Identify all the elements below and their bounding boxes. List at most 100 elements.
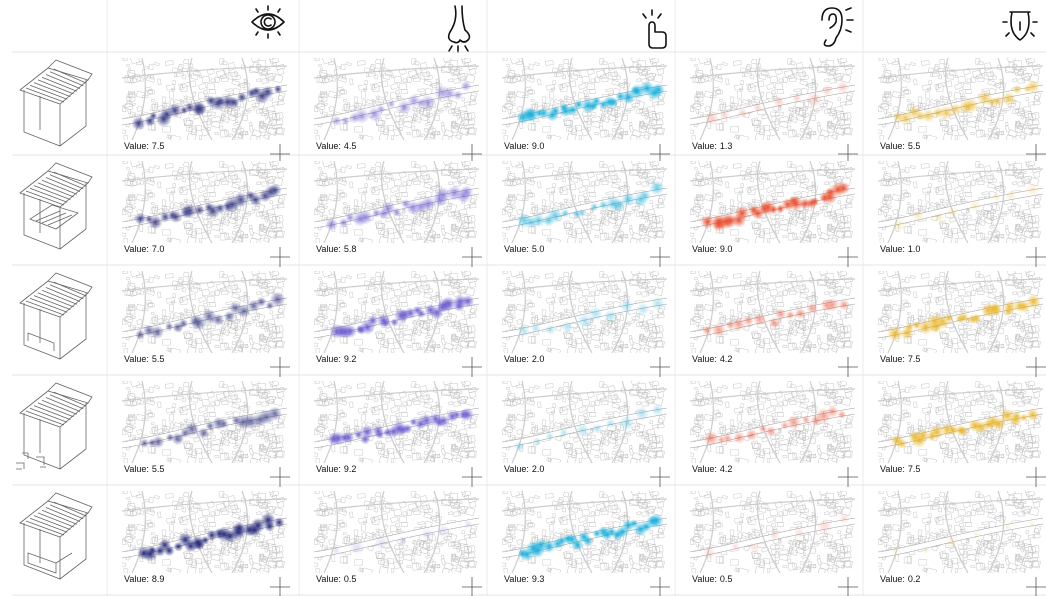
map-cell: Value: 8.9 (122, 489, 290, 596)
value-label: Value: (880, 354, 905, 364)
value-label: Value: (316, 244, 341, 254)
map-cell: Value: 9.0 (690, 159, 858, 267)
value-number: 1.0 (908, 244, 921, 254)
map-cell: Value: 9.2 (314, 379, 482, 487)
value-number: 9.0 (720, 244, 733, 254)
value-text: Value: 9.3 (504, 574, 544, 584)
value-text: Value: 7.0 (124, 244, 164, 254)
map-cell: Value: 2.0 (502, 269, 670, 377)
value-number: 5.5 (152, 464, 165, 474)
corner-cross (270, 467, 290, 487)
corner-cross (838, 577, 858, 596)
value-label: Value: (316, 574, 341, 584)
heat-blobs (517, 513, 664, 562)
corner-cross (838, 467, 858, 487)
value-text: Value: 8.9 (124, 574, 164, 584)
value-number: 5.5 (908, 141, 921, 151)
map-base (314, 56, 479, 142)
heat-blobs (327, 407, 474, 446)
heat-blobs (517, 296, 666, 338)
corner-cross (1026, 144, 1046, 164)
corner-cross (270, 247, 290, 267)
map-base (502, 379, 667, 465)
value-number: 4.5 (344, 141, 357, 151)
map-base (878, 159, 1043, 245)
map-cell: Value: 2.0 (502, 379, 670, 487)
value-label: Value: (692, 141, 717, 151)
value-number: 7.5 (152, 141, 165, 151)
value-number: 7.5 (908, 354, 921, 364)
heat-blobs (704, 80, 850, 127)
pavilion-icon (19, 272, 93, 360)
heat-blobs (516, 80, 665, 125)
value-number: 9.3 (532, 574, 545, 584)
heat-blobs (324, 185, 474, 232)
corner-cross (462, 247, 482, 267)
heat-blobs (887, 294, 1042, 342)
map-cell: Value: 1.3 (690, 56, 858, 164)
value-label: Value: (504, 354, 529, 364)
corner-cross (270, 357, 290, 377)
map-cell: Value: 7.5 (878, 269, 1046, 377)
value-label: Value: (504, 464, 529, 474)
value-number: 0.5 (344, 574, 357, 584)
map-base (878, 489, 1043, 575)
corner-cross (1026, 577, 1046, 596)
map-base (122, 159, 287, 245)
heat-blobs (331, 80, 472, 126)
heat-blobs (703, 405, 847, 447)
map-base (690, 269, 855, 355)
map-cell: Value: 9.3 (502, 489, 670, 596)
value-label: Value: (692, 354, 717, 364)
value-label: Value: (124, 244, 149, 254)
value-label: Value: (124, 464, 149, 474)
value-label: Value: (504, 244, 529, 254)
map-cell: Value: 4.5 (314, 56, 482, 164)
corner-cross (838, 144, 858, 164)
corner-cross (650, 144, 670, 164)
corner-cross (270, 577, 290, 596)
value-text: Value: 9.0 (692, 244, 732, 254)
heat-blobs (702, 512, 850, 560)
pavilion-icon (19, 162, 93, 250)
corner-cross (1026, 467, 1046, 487)
corner-cross (462, 577, 482, 596)
map-base (690, 379, 855, 465)
value-label: Value: (316, 464, 341, 474)
map-base (878, 269, 1043, 355)
value-number: 0.5 (720, 574, 733, 584)
value-number: 5.5 (152, 354, 165, 364)
value-label: Value: (692, 244, 717, 254)
value-label: Value: (692, 464, 717, 474)
eye-icon (251, 5, 285, 39)
value-text: Value: 4.2 (692, 464, 732, 474)
map-cell: Value: 5.0 (502, 159, 670, 267)
heat-blobs (139, 406, 283, 449)
value-number: 2.0 (532, 354, 545, 364)
corner-cross (1026, 247, 1046, 267)
value-label: Value: (124, 354, 149, 364)
pavilion-icon (16, 382, 93, 470)
value-text: Value: 7.5 (880, 354, 920, 364)
corner-cross (462, 467, 482, 487)
map-cell: Value: 0.2 (878, 489, 1046, 596)
heat-blobs (700, 181, 850, 232)
map-cell: Value: 4.2 (690, 269, 858, 377)
map-cell: Value: 7.5 (122, 56, 290, 164)
map-base (878, 56, 1043, 142)
value-text: Value: 9.0 (504, 141, 544, 151)
map-base (690, 56, 855, 142)
heat-blobs (331, 519, 473, 556)
value-text: Value: 4.2 (692, 354, 732, 364)
pavilion-icon (19, 492, 93, 580)
map-base (122, 489, 287, 575)
map-cell: Value: 5.8 (314, 159, 482, 267)
value-text: Value: 5.0 (504, 244, 544, 254)
value-text: Value: 7.5 (880, 464, 920, 474)
map-cell: Value: 9.2 (314, 269, 482, 377)
value-number: 5.0 (532, 244, 545, 254)
corner-cross (1026, 357, 1046, 377)
value-number: 5.8 (344, 244, 357, 254)
map-cell: Value: 9.0 (502, 56, 670, 164)
value-label: Value: (692, 574, 717, 584)
